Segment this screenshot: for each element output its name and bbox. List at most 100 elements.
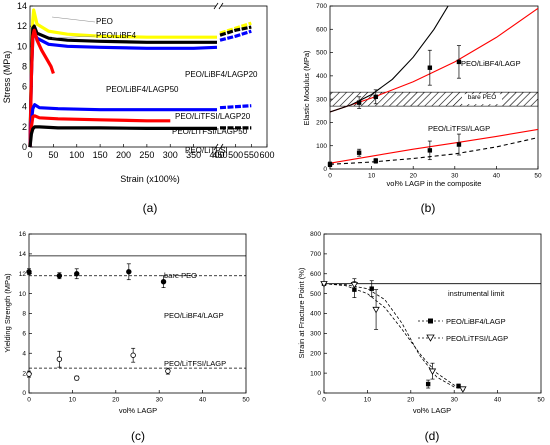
panel-b-ytick-label: 400 — [316, 73, 327, 80]
panel-a-break-mark — [213, 2, 219, 10]
panel-d-point — [428, 368, 437, 375]
panel-a-xtick-label: 50 — [48, 150, 58, 160]
panel-a-ytick-label: 4 — [22, 102, 27, 112]
panel-a-xtick-label: 500 — [228, 150, 243, 160]
panel-c-xtick-label: 20 — [112, 397, 120, 404]
panel-c-xtick-label: 50 — [242, 397, 250, 404]
panel-d-xtick-label: 0 — [322, 397, 326, 404]
panel-a-break-mark — [218, 2, 224, 10]
panel-b-plot-frame — [329, 5, 539, 170]
panel-b-ytick-label: 100 — [316, 143, 327, 150]
panel-d-xtick-label: 10 — [364, 397, 372, 404]
panel-d-xtick-label: 30 — [451, 397, 459, 404]
panel-c-point — [56, 356, 63, 362]
panel-c-ytick-label: 16 — [19, 231, 27, 238]
panel-c-xtick-label: 30 — [156, 397, 164, 404]
panel-c-xtick-label: 10 — [69, 397, 77, 404]
panel-d-point — [425, 381, 431, 387]
panel-b-xtick-label: 10 — [368, 173, 376, 180]
panel-d-legend-marker-litfsi — [426, 334, 435, 342]
panel-d-ytick-label: 400 — [310, 311, 321, 318]
panel-b-point — [456, 59, 462, 65]
panel-a-ytick-label: 8 — [22, 61, 27, 71]
panel-d-ytick-label: 800 — [310, 231, 321, 238]
panel-d-ytick-label: 300 — [310, 331, 321, 338]
panel-a-break-mark — [218, 143, 224, 151]
panel-b-point — [373, 94, 378, 100]
panel-d-fit-curve — [323, 283, 464, 389]
panel-a-xtick-label: 300 — [163, 150, 178, 160]
legend-label-peo-litfsi-lagp20: PEO/LiTFSI/LAGP20 — [175, 112, 251, 121]
panel-b-point — [427, 65, 433, 70]
panel-d-point — [459, 386, 467, 393]
panel-b-ytick-label: 200 — [316, 120, 327, 127]
panel-a-xtick-label: 100 — [69, 150, 84, 160]
legend-label-peo-litfsi-lagp50: PEO/LiTFSI/LAGP50 — [172, 127, 248, 136]
panel-c-point — [74, 375, 80, 381]
panel-a-ytick-label: 12 — [17, 21, 27, 31]
panel-a-xtick-label: 150 — [93, 150, 108, 160]
panel-a-leader — [51, 16, 96, 23]
panel-a-ytick-label: 10 — [17, 41, 27, 51]
panel-c-ytick-label: 14 — [19, 251, 27, 258]
panel-d-point — [350, 282, 359, 289]
panel-b-ylabel: Elastic Modulus (MPa) — [302, 50, 311, 126]
panel-b-point — [327, 162, 333, 167]
panel-a-xtick-label: 600 — [259, 150, 274, 160]
panel-a-label: (a) — [143, 201, 158, 215]
panel-d-ytick-label: 0 — [317, 390, 321, 397]
panel-c-label: (c) — [131, 429, 145, 443]
panel-b-label-litfsi: PEO/LiTFSI/LAGP — [428, 124, 490, 133]
panel-d-limit-label: instrumental limit — [448, 289, 505, 298]
panel-d-ytick-label: 200 — [310, 350, 321, 357]
panel-d-xlabel: vol% LAGP — [413, 406, 451, 415]
panel-a-xtick-label: 200 — [116, 150, 131, 160]
panel-a-series-peo-libf4-lagp20-after-break — [219, 29, 252, 42]
panel-a-series-peo-after-break — [219, 21, 252, 35]
panel-c-xtick-label: 0 — [27, 397, 31, 404]
panel-d-xtick-label: 50 — [537, 397, 545, 404]
panel-c-point — [26, 371, 32, 377]
panel-c-yielding-strength: 0 10 20 30 40 50 0 2 4 6 8 10 12 14 16 bare PEO PEO/Li… — [3, 231, 250, 443]
panel-b-xtick-label: 50 — [534, 173, 542, 180]
legend-label-peo-libf4-lagp20: PEO/LiBF4/LAGP20 — [185, 70, 258, 79]
panel-a-axis-break-bottom — [216, 143, 221, 151]
panel-c-label-libf4: PEO/LiBF4/LAGP — [164, 311, 224, 320]
panel-c-point — [165, 368, 171, 374]
panel-d-xtick-label: 20 — [407, 397, 415, 404]
panel-a-break-mark — [213, 143, 219, 151]
panel-d-ytick-label: 500 — [310, 291, 321, 298]
panel-d-point — [372, 306, 380, 314]
panel-c-point — [74, 271, 80, 277]
panel-b-point — [356, 150, 362, 155]
panel-b-ytick-label: 0 — [323, 166, 327, 173]
panel-b-xtick-label: 30 — [451, 173, 459, 180]
panel-c-ytick-label: 2 — [22, 370, 26, 377]
panel-c-ytick-label: 6 — [22, 331, 26, 338]
panel-c-point — [56, 273, 63, 279]
panel-a-ylabel: Stress (MPa) — [2, 51, 12, 104]
panel-d-ytick-label: 700 — [310, 251, 321, 258]
panel-a-series-peo-libf4-after-break — [219, 25, 252, 37]
panel-a-series-peo-litfsi-lagp50 — [28, 114, 171, 148]
panel-b-ytick-label: 700 — [316, 3, 327, 10]
panel-b-point — [456, 142, 462, 147]
panel-a-xlabel: Strain (x100%) — [120, 174, 180, 184]
panel-c-point — [160, 279, 167, 285]
panel-c-xlabel: vol% LAGP — [119, 406, 157, 415]
panel-d-ytick-label: 100 — [310, 370, 321, 377]
panel-b-xtick-label: 20 — [410, 173, 418, 180]
panel-a-xtick-label: 0 — [27, 150, 32, 160]
legend-label-peo-libf4-lagp50: PEO/LiBF4/LAGP50 — [106, 85, 179, 94]
panel-a-series-peo-litfsi-lagp20-after-break — [219, 104, 252, 110]
panel-b-fit-curve — [330, 128, 538, 164]
panel-c-point — [126, 269, 132, 275]
panel-b-label-libf4: PEO/LiBF4/LAGP — [461, 59, 521, 68]
panel-c-ytick-label: 12 — [19, 271, 27, 278]
panel-c-xtick-label: 40 — [199, 397, 207, 404]
panel-b-xtick-label: 40 — [493, 173, 501, 180]
panel-c-point — [26, 269, 32, 275]
